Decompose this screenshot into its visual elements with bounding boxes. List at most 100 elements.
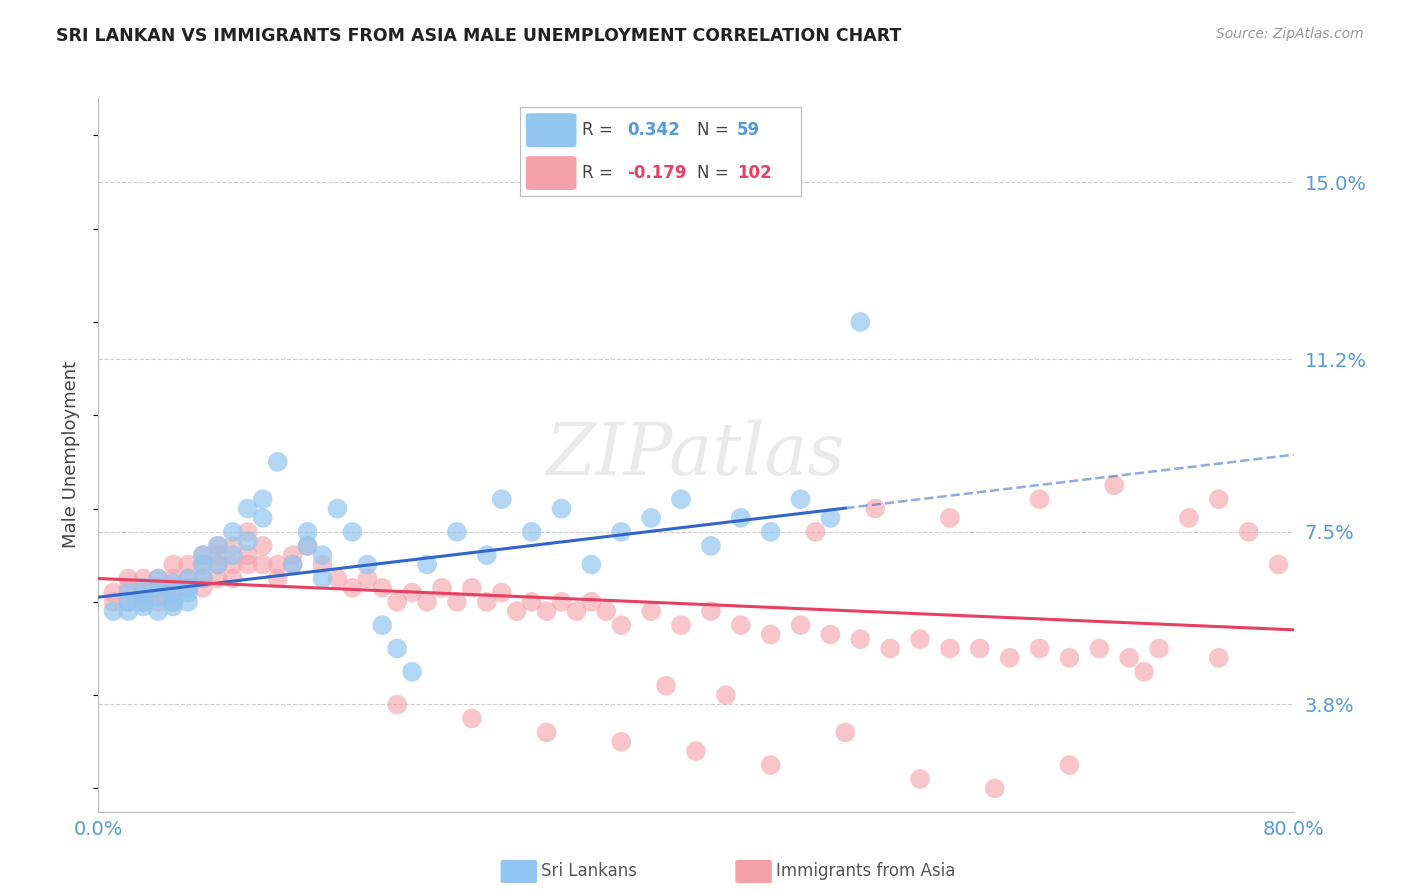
Text: 59: 59 (737, 121, 759, 139)
Text: SRI LANKAN VS IMMIGRANTS FROM ASIA MALE UNEMPLOYMENT CORRELATION CHART: SRI LANKAN VS IMMIGRANTS FROM ASIA MALE … (56, 27, 901, 45)
Point (252, 539, 274, 553)
Point (207, 572, 229, 586)
Point (177, 595, 200, 609)
Point (491, 585, 513, 599)
Point (222, 539, 245, 553)
Point (191, 572, 214, 586)
Point (162, 595, 184, 609)
Point (416, 558, 439, 572)
Point (267, 558, 290, 572)
Point (148, 585, 170, 599)
Point (461, 581, 484, 595)
Point (1178, 511, 1201, 525)
Point (475, 595, 498, 609)
Point (207, 539, 229, 553)
Point (789, 492, 811, 507)
Point (969, 641, 991, 656)
Point (132, 595, 155, 609)
Point (908, 772, 931, 786)
Point (177, 585, 200, 599)
Point (148, 595, 170, 609)
Point (446, 595, 468, 609)
Point (879, 641, 901, 656)
Point (162, 595, 184, 609)
Point (565, 604, 588, 618)
Point (132, 595, 155, 609)
Point (520, 524, 543, 539)
Text: ZIPatlas: ZIPatlas (546, 419, 846, 491)
Point (148, 581, 170, 595)
Point (520, 595, 543, 609)
FancyBboxPatch shape (526, 156, 576, 190)
Text: N =: N = (697, 121, 734, 139)
Point (730, 618, 752, 632)
Point (162, 572, 184, 586)
Point (1237, 524, 1260, 539)
Point (281, 548, 304, 562)
Point (1208, 650, 1230, 665)
Point (416, 595, 439, 609)
Point (610, 735, 633, 749)
Point (297, 539, 319, 553)
Point (191, 548, 214, 562)
Point (461, 711, 484, 725)
Point (132, 590, 155, 604)
Point (714, 688, 737, 702)
Point (236, 548, 259, 562)
Point (669, 618, 692, 632)
Point (236, 534, 259, 549)
Point (939, 641, 962, 656)
Point (371, 581, 394, 595)
Point (281, 558, 304, 572)
Point (1059, 650, 1081, 665)
Point (1088, 641, 1111, 656)
Point (939, 511, 962, 525)
Point (162, 599, 184, 614)
Point (103, 585, 125, 599)
Point (326, 572, 349, 586)
Text: -0.179: -0.179 (627, 164, 686, 182)
Point (103, 595, 125, 609)
Point (759, 524, 782, 539)
Point (162, 558, 184, 572)
Point (191, 548, 214, 562)
Point (550, 595, 572, 609)
Text: Source: ZipAtlas.com: Source: ZipAtlas.com (1216, 27, 1364, 41)
Point (730, 511, 752, 525)
Point (117, 585, 139, 599)
Point (311, 572, 333, 586)
Point (236, 558, 259, 572)
Point (132, 599, 155, 614)
Point (177, 572, 200, 586)
Point (162, 581, 184, 595)
Point (132, 585, 155, 599)
Point (222, 548, 245, 562)
Point (132, 572, 155, 586)
Point (148, 572, 170, 586)
Point (207, 539, 229, 553)
Point (849, 632, 872, 647)
Point (610, 618, 633, 632)
Point (117, 572, 139, 586)
Point (1059, 758, 1081, 772)
Point (207, 558, 229, 572)
FancyBboxPatch shape (526, 113, 576, 147)
Point (222, 524, 245, 539)
Text: 102: 102 (737, 164, 772, 182)
Point (148, 590, 170, 604)
Text: Sri Lankans: Sri Lankans (541, 863, 637, 880)
Point (342, 581, 364, 595)
Point (191, 581, 214, 595)
Point (865, 501, 887, 516)
Point (700, 604, 723, 618)
Point (669, 492, 692, 507)
Point (236, 524, 259, 539)
Point (177, 558, 200, 572)
Point (1028, 641, 1050, 656)
Point (1118, 650, 1140, 665)
Point (148, 572, 170, 586)
Point (191, 572, 214, 586)
Point (820, 511, 842, 525)
Point (506, 604, 529, 618)
Point (162, 576, 184, 591)
